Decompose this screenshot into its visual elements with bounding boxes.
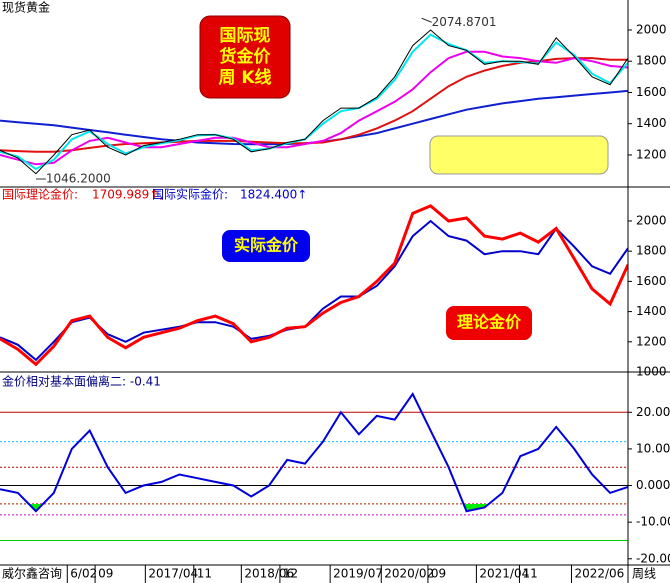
line [0, 219, 628, 362]
y-tick-label: 1600 [636, 85, 667, 99]
x-tick-label: 2018/06 [244, 567, 294, 581]
x-tick-label: 2020/02 [384, 567, 434, 581]
y-tick-label: 0.0000 [636, 478, 670, 492]
chart-title: 现货黄金 [2, 0, 50, 15]
x-tick-label: 09 [98, 567, 113, 581]
y-tick-label: 1400 [636, 304, 667, 318]
legend-label: 实际金价 [234, 236, 299, 255]
badge-text: 周 K线 [218, 67, 271, 88]
badge [199, 15, 291, 99]
badge [446, 306, 532, 340]
chart-title: 金价相对基本面偏离二: -0.41 [2, 374, 161, 389]
line [0, 204, 628, 367]
line [0, 33, 628, 171]
y-tick-label: -10.0000 [636, 515, 670, 529]
panel [0, 29, 628, 175]
x-tick-label: 2022/06 [574, 567, 624, 581]
y-tick-label: 1400 [636, 116, 667, 130]
header: 国际理论金价: [2, 187, 78, 202]
y-tick-label: -20.0000 [636, 551, 670, 565]
footer: 周线 [632, 567, 656, 581]
badge-text: 货金价 [220, 46, 272, 67]
y-tick-label: 2000 [636, 213, 667, 227]
x-tick-label: 09 [431, 567, 446, 581]
y-tick-label: 10.0000 [636, 441, 670, 455]
x-tick-label: 6/02 [70, 567, 97, 581]
y-tick-label: 20.0000 [636, 405, 670, 419]
y-tick-label: 1600 [636, 274, 667, 288]
x-tick-label: 11 [197, 567, 212, 581]
y-tick-label: 1800 [636, 54, 667, 68]
legend [429, 135, 609, 175]
header: 国际实际金价: [152, 187, 228, 202]
x-tick-label: 2017/04 [148, 567, 198, 581]
panel [0, 204, 628, 367]
badge-text: 国际现 [220, 26, 271, 46]
x-tick-label: 2021/04 [479, 567, 529, 581]
y-tick-label: 1200 [636, 334, 667, 348]
annotation: 1046.2000 [46, 172, 111, 186]
y-tick-label: 1200 [636, 147, 667, 161]
line [0, 392, 628, 513]
header: 1709.989↑, [92, 188, 163, 202]
badge [222, 230, 310, 262]
x-tick-label: 2019/07 [333, 567, 383, 581]
annotation-pointer [421, 17, 432, 23]
y-tick-label: 2000 [636, 22, 667, 36]
line [0, 50, 628, 166]
line [0, 29, 628, 175]
legend-label: 理论金价 [457, 313, 522, 332]
x-tick-label: 11 [522, 567, 537, 581]
y-tick-label: 1800 [636, 244, 667, 258]
x-tick-label: 12 [283, 567, 298, 581]
header: 1824.400↑ [240, 188, 307, 202]
footer: 威尔鑫咨询 [2, 566, 62, 581]
panel [0, 392, 628, 541]
annotation: 2074.8701 [432, 15, 497, 29]
